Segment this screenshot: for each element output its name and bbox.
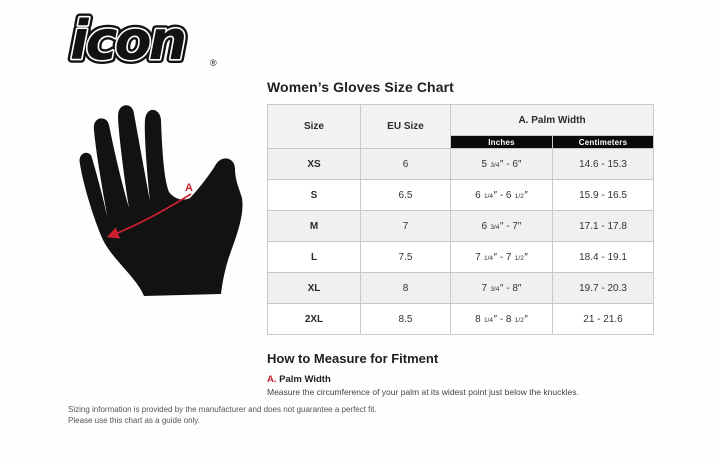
eu-size-value: 7.5 — [360, 241, 451, 273]
inch-fraction: 3/4 — [490, 162, 500, 169]
column-header-size: Size — [267, 104, 361, 149]
size-value: S — [267, 179, 361, 211]
size-table-body: XS 6 5 3/4″ - 6″ 14.6 - 15.3 S 6.5 6 1/4″ - 6 … — [267, 148, 655, 335]
size-value: XS — [267, 148, 361, 180]
eu-size-value: 8.5 — [360, 303, 451, 335]
palm-width-measurement-line — [106, 193, 192, 239]
inches-range-value: 8 1/4″ - 8 1/2″ — [450, 303, 553, 335]
eu-size-value: 6.5 — [360, 179, 451, 211]
table-row: L 7.5 7 1/4″ - 7 1/2″ 18.4 - 19.1 — [267, 241, 655, 273]
measure-item-description: Measure the circumference of your palm a… — [267, 387, 579, 397]
centimeters-range-value: 14.6 - 15.3 — [551, 148, 655, 180]
table-row: 2XL 8.5 8 1/4″ - 8 1/2″ 21 - 21.6 — [267, 303, 655, 335]
inches-range-value: 6 1/4″ - 6 1/2″ — [450, 179, 553, 211]
inch-fraction: 1/2 — [514, 317, 524, 324]
inch-fraction: 1/4 — [483, 193, 493, 200]
logo-outline-layer: icon — [70, 12, 185, 72]
table-row: XL 8 7 3/4″ - 8″ 19.7 - 20.3 — [267, 272, 655, 304]
centimeters-range-value: 17.1 - 17.8 — [551, 210, 655, 242]
table-row: XS 6 5 3/4″ - 6″ 14.6 - 15.3 — [267, 148, 655, 180]
inches-range-value: 7 1/4″ - 7 1/2″ — [450, 241, 553, 273]
inch-fraction: 3/4 — [490, 224, 500, 231]
centimeters-range-value: 19.7 - 20.3 — [551, 272, 655, 304]
eu-size-value: 6 — [360, 148, 451, 180]
size-chart-table: Size EU Size A. Palm Width Inches Centim… — [267, 104, 655, 335]
column-header-eu-size: EU Size — [360, 104, 451, 149]
logo-inline-layer: icon — [70, 12, 185, 72]
hand-silhouette — [79, 105, 243, 296]
inch-fraction: 1/2 — [514, 255, 524, 262]
sizing-disclaimer: Sizing information is provided by the ma… — [68, 404, 377, 426]
size-value: M — [267, 210, 361, 242]
table-row: S 6.5 6 1/4″ - 6 1/2″ 15.9 - 16.5 — [267, 179, 655, 211]
glove-measurement-figure: A — [58, 92, 258, 337]
inch-fraction: 1/4 — [483, 255, 493, 262]
measurement-point-label-a: A — [185, 182, 193, 194]
column-subheader-centimeters: Centimeters — [551, 135, 655, 149]
inch-fraction: 1/4 — [483, 317, 493, 324]
measure-guide-title: How to Measure for Fitment — [267, 351, 439, 366]
size-chart-section: Women’s Gloves Size Chart Size EU Size A… — [267, 79, 655, 397]
centimeters-range-value: 15.9 - 16.5 — [551, 179, 655, 211]
inch-fraction: 1/2 — [514, 193, 524, 200]
eu-size-value: 8 — [360, 272, 451, 304]
measure-item-label: Palm Width — [279, 374, 331, 385]
size-value: XL — [267, 272, 361, 304]
centimeters-range-value: 21 - 21.6 — [551, 303, 655, 335]
eu-size-value: 7 — [360, 210, 451, 242]
inches-range-value: 6 3/4″ - 7″ — [450, 210, 553, 242]
measure-item-palm-width: A. Palm Width — [267, 374, 653, 385]
size-value: 2XL — [267, 303, 361, 335]
column-header-palm-width: A. Palm Width — [449, 104, 655, 136]
measure-item-letter: A. — [267, 374, 277, 385]
size-table-header: Size EU Size A. Palm Width Inches Centim… — [267, 104, 655, 149]
icon-brand-logo: icon icon icon ® — [62, 5, 232, 79]
size-chart-title: Women’s Gloves Size Chart — [267, 79, 454, 95]
size-value: L — [267, 241, 361, 273]
inches-range-value: 5 3/4″ - 6″ — [450, 148, 553, 180]
measure-guide-section: How to Measure for Fitment A. Palm Width… — [267, 351, 653, 397]
disclaimer-line-1: Sizing information is provided by the ma… — [68, 405, 377, 414]
column-subheader-inches: Inches — [450, 135, 553, 149]
centimeters-range-value: 18.4 - 19.1 — [551, 241, 655, 273]
icon-logo-graphic: icon icon icon ® — [66, 5, 217, 76]
hand-silhouette-graphic: A — [79, 105, 243, 296]
inch-fraction: 3/4 — [490, 286, 500, 293]
registered-trademark-symbol: ® — [210, 58, 217, 68]
inches-range-value: 7 3/4″ - 8″ — [450, 272, 553, 304]
logo-fill-layer: icon — [70, 12, 185, 72]
disclaimer-line-2: Please use this chart as a guide only. — [68, 416, 200, 425]
